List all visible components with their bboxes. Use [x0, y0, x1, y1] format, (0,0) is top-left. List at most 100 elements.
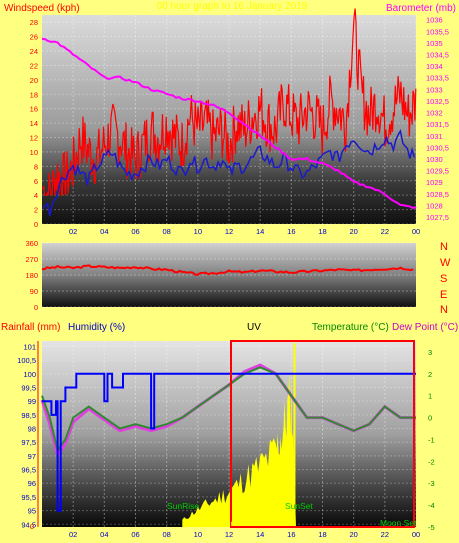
humidity-tick-label: 100,5 [17, 356, 36, 365]
wind-tick-label: 10 [30, 148, 38, 157]
humidity-label: Humidity (%) [68, 322, 125, 333]
x-tick-label: 08 [162, 227, 170, 236]
wind-tick-label: 6 [34, 177, 38, 186]
x-tick-label: 20 [349, 227, 357, 236]
x-tick-label: 04 [100, 227, 108, 236]
baro-tick-label: 1032,5 [426, 97, 449, 106]
humidity-tick-label: 100 [23, 370, 36, 379]
baro-tick-label: 1033 [426, 85, 443, 94]
x-tick-label: 12 [225, 227, 233, 236]
humidity-tick-label: 98,5 [21, 411, 36, 420]
x-tick-label: 02 [69, 530, 77, 539]
x-tick-label: 10 [194, 530, 202, 539]
temp-tick-label: 3 [428, 348, 432, 357]
baro-tick-label: 1035,5 [426, 27, 449, 36]
x-tick-label: 06 [131, 530, 139, 539]
baro-tick-label: 1027,5 [426, 213, 449, 222]
temp-tick-label: 0 [428, 414, 432, 423]
x-tick-label: 18 [318, 530, 326, 539]
temperature-line [41, 366, 416, 453]
x-tick-label: 14 [256, 227, 264, 236]
x-tick-label: 22 [381, 227, 389, 236]
direction-panel: 0 90 180 270 360 [25, 239, 416, 312]
baro-tick-label: 1029,5 [426, 167, 449, 176]
baro-tick-label: 1035 [426, 39, 443, 48]
temp-tick-label: 1 [428, 392, 432, 401]
wind-tick-label: 14 [30, 119, 38, 128]
wind-tick-label: 0 [34, 220, 38, 229]
wind-tick-label: 16 [30, 105, 38, 114]
humidity-tick-label: 99,5 [21, 384, 36, 393]
baro-tick-label: 1034,5 [426, 50, 449, 59]
wind-panel-background [42, 15, 416, 224]
uv-area [182, 372, 296, 527]
wind-tick-label: 28 [30, 18, 38, 27]
direction-tick-label: 0 [34, 303, 38, 312]
baro-tick-label: 1031,5 [426, 120, 449, 129]
humidity-tick-label: 99 [28, 397, 36, 406]
wind-panel: 02 04 06 08 10 12 14 16 18 20 22 000246810121416182… [30, 8, 449, 236]
x-tick-label: 08 [162, 530, 170, 539]
x-tick-label: 12 [225, 530, 233, 539]
temp-tick-label: -2 [428, 457, 435, 466]
humidity-tick-label: 98 [28, 425, 36, 434]
windspeed-header: Windspeed (kph) [4, 3, 80, 14]
x-tick-label: 06 [131, 227, 139, 236]
x-tick-label: 10 [194, 227, 202, 236]
temp-tick-label: 2 [428, 370, 432, 379]
wind-tick-label: 24 [30, 47, 38, 56]
baro-tick-label: 1029 [426, 178, 443, 187]
daylight-box [230, 340, 415, 528]
temp-tick-label: -5 [428, 523, 435, 532]
rainfall-label: Rainfall (mm) [1, 322, 60, 333]
humidity-line [42, 372, 416, 512]
temperature-label: Temperature (°C) [312, 322, 389, 333]
dewpoint-label: Dew Point (°C) [392, 322, 458, 333]
baro-tick-label: 1036 [426, 16, 443, 25]
average-wind-line [42, 128, 416, 216]
x-tick-label: 14 [256, 530, 264, 539]
x-tick-label: 00 [412, 227, 420, 236]
x-tick-label: 00 [412, 530, 420, 539]
x-tick-label: 18 [318, 227, 326, 236]
sunset-label: SunSet [285, 501, 314, 511]
x-tick-label: 04 [100, 530, 108, 539]
wind-tick-label: 8 [34, 162, 38, 171]
moonrise-label: Moon Rise [214, 518, 255, 528]
humidity-tick-label: 95 [28, 507, 36, 516]
baro-tick-label: 1032 [426, 109, 443, 118]
wind-tick-label: 20 [30, 76, 38, 85]
humidity-tick-label: 94,5 [21, 520, 36, 529]
baro-tick-label: 1030 [426, 155, 443, 164]
rain-temp-panel: 02 04 06 08 10 12 14 16 18 20 22 0094,59595,59696,5… [17, 341, 435, 539]
compass-n-top: N [440, 241, 448, 253]
humidity-tick-label: 101 [23, 342, 36, 351]
barometer-header: Barometer (mb) [386, 3, 456, 14]
graph-title: 00 hour graph to 16 January 2019 [157, 1, 308, 12]
direction-tick-label: 270 [25, 255, 38, 264]
direction-tick-label: 90 [30, 287, 38, 296]
direction-tick-label: 180 [25, 271, 38, 280]
temp-tick-label: -3 [428, 479, 435, 488]
baro-tick-label: 1030,5 [426, 143, 449, 152]
moonset-label: Moon Set [380, 518, 417, 528]
direction-tick-label: 360 [25, 239, 38, 248]
humidity-tick-label: 97 [28, 452, 36, 461]
x-tick-label: 02 [69, 227, 77, 236]
humidity-tick-label: 96 [28, 479, 36, 488]
sunrise-label: SunRise [167, 501, 199, 511]
baro-tick-label: 1031 [426, 132, 443, 141]
wind-tick-label: 26 [30, 33, 38, 42]
compass-w: W [440, 257, 451, 269]
uv-label: UV [247, 322, 261, 333]
wind-speed-line [42, 8, 417, 196]
temp-tick-label: -1 [428, 435, 435, 444]
x-tick-label: 20 [349, 530, 357, 539]
humidity-tick-label: 95,5 [21, 493, 36, 502]
compass-s: S [440, 273, 447, 285]
baro-tick-label: 1034 [426, 62, 443, 71]
barometer-line [41, 37, 417, 210]
wind-tick-label: 18 [30, 90, 38, 99]
wind-direction-line [42, 264, 414, 276]
